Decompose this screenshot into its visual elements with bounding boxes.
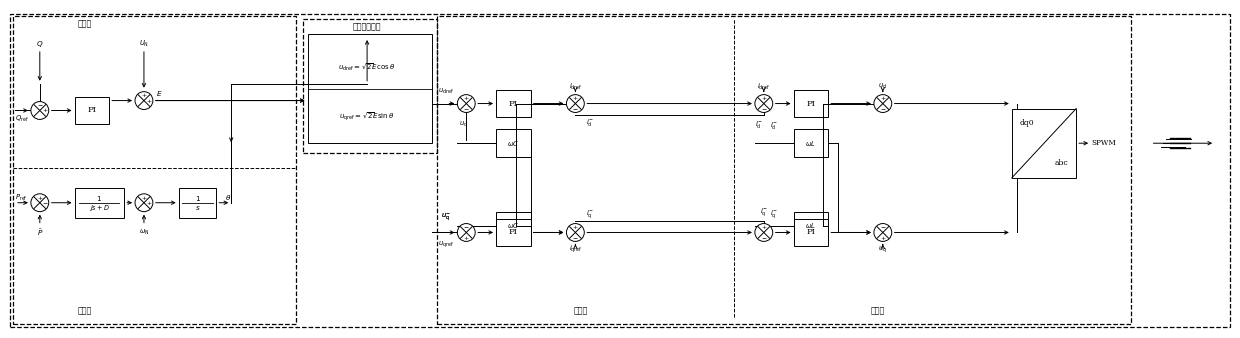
Circle shape xyxy=(31,101,48,119)
Text: $+$: $+$ xyxy=(42,106,48,115)
Text: $-$: $-$ xyxy=(879,225,887,230)
Text: $Q$: $Q$ xyxy=(36,39,43,49)
Text: $+$: $+$ xyxy=(572,223,579,231)
Bar xyxy=(74,188,124,218)
Text: 电压环: 电压环 xyxy=(573,308,588,316)
Text: $u_{\rm q}^{-}$: $u_{\rm q}^{-}$ xyxy=(441,212,451,224)
Circle shape xyxy=(874,95,892,113)
Text: $i_{\rm dref}$: $i_{\rm dref}$ xyxy=(569,81,582,92)
Text: PI: PI xyxy=(508,100,518,107)
Text: $-$: $-$ xyxy=(36,103,43,108)
Text: $Q_{\rm ref}$: $Q_{\rm ref}$ xyxy=(15,113,29,123)
Bar xyxy=(496,212,531,239)
Text: $+$: $+$ xyxy=(463,234,470,242)
Text: $-$: $-$ xyxy=(879,106,887,111)
Text: $i_{\rm q}^{-}$: $i_{\rm q}^{-}$ xyxy=(587,208,594,221)
Text: $-$: $-$ xyxy=(572,235,579,240)
Circle shape xyxy=(755,95,773,113)
Bar xyxy=(794,219,828,246)
Text: $+$: $+$ xyxy=(572,94,579,102)
Text: $\omega L$: $\omega L$ xyxy=(806,139,816,148)
Text: $+$: $+$ xyxy=(146,97,153,104)
Text: 有功环: 有功环 xyxy=(77,308,92,316)
Text: PI: PI xyxy=(508,228,518,237)
Bar xyxy=(436,16,1131,324)
Text: $\omega C$: $\omega C$ xyxy=(507,139,520,148)
Circle shape xyxy=(458,95,475,113)
Text: $-$: $-$ xyxy=(760,235,768,240)
Text: $i_{\rm q}^{-}$: $i_{\rm q}^{-}$ xyxy=(770,208,777,221)
Circle shape xyxy=(874,223,892,241)
Text: abc: abc xyxy=(1054,159,1068,167)
Bar xyxy=(308,34,432,143)
Text: $i_{\rm d}^{-}$: $i_{\rm d}^{-}$ xyxy=(770,120,777,131)
Text: $i_{\rm d}^{-}$: $i_{\rm d}^{-}$ xyxy=(755,119,763,130)
Circle shape xyxy=(567,223,584,241)
Text: $+$: $+$ xyxy=(879,94,887,102)
Bar xyxy=(496,219,531,246)
Text: $u_{\rm d}$: $u_{\rm d}$ xyxy=(459,119,467,129)
Circle shape xyxy=(135,92,153,110)
Text: $+$: $+$ xyxy=(760,223,768,231)
Circle shape xyxy=(135,194,153,212)
Text: $-$: $-$ xyxy=(463,106,470,111)
Text: $\omega C$: $\omega C$ xyxy=(507,221,520,230)
Text: $+$: $+$ xyxy=(463,94,470,102)
Text: $+$: $+$ xyxy=(879,234,887,242)
Text: $\theta$: $\theta$ xyxy=(226,193,232,202)
Text: $u_{\rm dref}$: $u_{\rm dref}$ xyxy=(439,87,454,96)
Text: $-$: $-$ xyxy=(760,106,768,111)
Bar xyxy=(14,16,295,324)
Text: PI: PI xyxy=(806,100,816,107)
Text: $u_{\rm q}^{-}$: $u_{\rm q}^{-}$ xyxy=(441,212,451,224)
Text: $E$: $E$ xyxy=(156,89,162,98)
Bar xyxy=(794,212,828,239)
Text: $-$: $-$ xyxy=(463,225,470,230)
Text: $u_{\rm qref}$: $u_{\rm qref}$ xyxy=(439,239,454,250)
Text: $1$: $1$ xyxy=(97,194,103,203)
Text: $i_{\rm q}^{-}$: $i_{\rm q}^{-}$ xyxy=(760,206,768,219)
Bar xyxy=(496,90,531,117)
Bar xyxy=(794,129,828,157)
Text: $U_{\rm N}$: $U_{\rm N}$ xyxy=(139,39,149,49)
Text: $\omega_{\rm N}$: $\omega_{\rm N}$ xyxy=(139,228,149,237)
Text: $i_{\rm dref}$: $i_{\rm dref}$ xyxy=(758,81,770,92)
Text: $u_{\rm q}$: $u_{\rm q}$ xyxy=(878,244,888,255)
Text: PI: PI xyxy=(806,228,816,237)
Text: 参考电压合成: 参考电压合成 xyxy=(353,23,382,31)
Text: $\omega L$: $\omega L$ xyxy=(806,221,816,230)
Text: $+$: $+$ xyxy=(146,199,153,207)
Bar xyxy=(496,129,531,157)
Text: $-$: $-$ xyxy=(42,200,48,205)
Text: $-$: $-$ xyxy=(572,106,579,111)
Text: $i_{\rm d}^{-}$: $i_{\rm d}^{-}$ xyxy=(587,117,594,128)
Bar xyxy=(179,188,216,218)
Bar xyxy=(74,97,109,124)
Text: $Js+D$: $Js+D$ xyxy=(89,203,110,213)
Text: 电流环: 电流环 xyxy=(870,308,885,316)
Text: $i_{\rm qref}$: $i_{\rm qref}$ xyxy=(569,244,582,255)
Text: $u_{\rm d}$: $u_{\rm d}$ xyxy=(878,82,888,91)
Circle shape xyxy=(31,194,48,212)
Text: 无功环: 无功环 xyxy=(77,20,92,28)
Circle shape xyxy=(567,95,584,113)
Text: $1$: $1$ xyxy=(195,194,201,203)
Text: $+$: $+$ xyxy=(140,194,148,201)
Bar xyxy=(303,19,436,153)
Text: $+$: $+$ xyxy=(36,194,43,201)
Bar xyxy=(794,90,828,117)
Text: SPWM: SPWM xyxy=(1091,139,1116,147)
Text: $u_{\rm qref}=\sqrt{2}E\sin\theta$: $u_{\rm qref}=\sqrt{2}E\sin\theta$ xyxy=(340,110,394,123)
Bar xyxy=(1012,108,1076,178)
Text: $+$: $+$ xyxy=(140,91,148,99)
Text: $+$: $+$ xyxy=(760,94,768,102)
Text: PI: PI xyxy=(87,106,97,115)
Text: $P_{\rm ref}$: $P_{\rm ref}$ xyxy=(15,193,27,203)
Text: dq0: dq0 xyxy=(1019,119,1034,127)
Text: $u_{\rm dref}=\sqrt{2}E\cos\theta$: $u_{\rm dref}=\sqrt{2}E\cos\theta$ xyxy=(339,61,396,73)
Circle shape xyxy=(458,223,475,241)
Text: $\bar{P}$: $\bar{P}$ xyxy=(37,227,43,238)
Text: $s$: $s$ xyxy=(195,204,201,212)
Circle shape xyxy=(755,223,773,241)
